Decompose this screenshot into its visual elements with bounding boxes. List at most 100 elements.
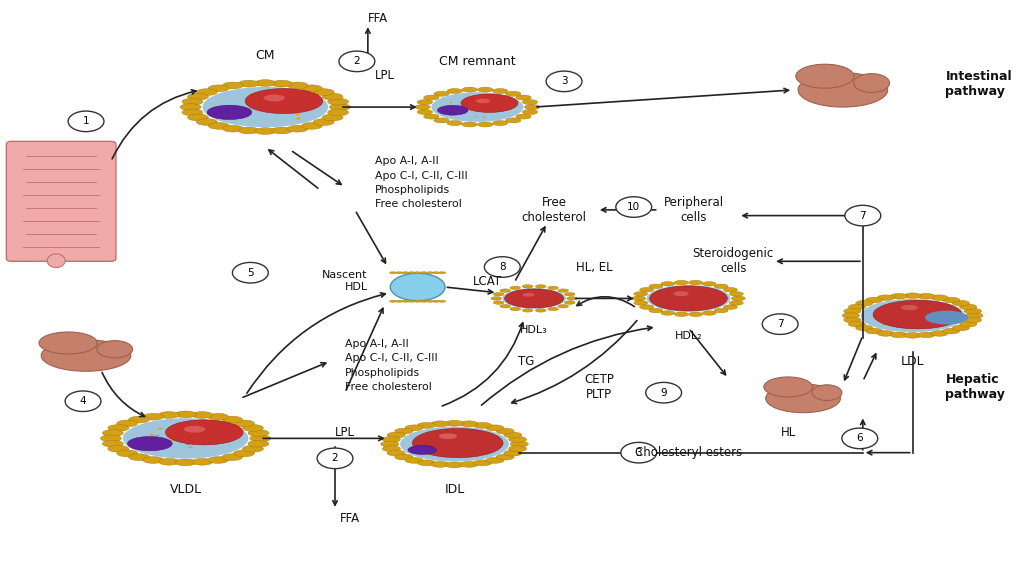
Ellipse shape [492,297,502,300]
Ellipse shape [202,435,206,436]
Ellipse shape [462,122,477,127]
Text: Free cholesterol: Free cholesterol [345,382,432,392]
Ellipse shape [942,297,959,303]
Ellipse shape [924,310,928,311]
Ellipse shape [966,313,983,319]
Ellipse shape [182,109,203,116]
Ellipse shape [470,96,473,97]
Ellipse shape [414,272,421,274]
Ellipse shape [418,460,435,466]
Ellipse shape [170,440,175,441]
Ellipse shape [677,301,680,302]
Ellipse shape [415,104,430,110]
Ellipse shape [510,441,528,447]
Text: Phospholipids: Phospholipids [375,185,450,195]
Ellipse shape [482,117,486,118]
Ellipse shape [197,428,201,429]
Ellipse shape [536,285,546,288]
Text: CETP
PLTP: CETP PLTP [584,373,613,401]
Circle shape [842,428,878,449]
Ellipse shape [493,121,508,126]
Ellipse shape [400,426,509,461]
Ellipse shape [280,101,283,102]
Ellipse shape [493,88,508,94]
Ellipse shape [381,441,398,447]
Ellipse shape [250,435,270,442]
Ellipse shape [255,80,275,87]
Ellipse shape [904,333,922,338]
Ellipse shape [696,294,699,296]
Ellipse shape [510,286,520,290]
Ellipse shape [506,118,521,123]
Text: TG: TG [518,355,535,368]
Ellipse shape [952,325,970,331]
Ellipse shape [647,285,730,312]
Ellipse shape [424,95,439,100]
Ellipse shape [184,426,205,433]
Ellipse shape [427,300,433,302]
Ellipse shape [395,454,413,460]
Ellipse shape [473,460,492,466]
Ellipse shape [458,442,462,443]
Ellipse shape [102,440,123,447]
Ellipse shape [702,311,716,315]
Ellipse shape [284,112,288,113]
Ellipse shape [904,293,922,298]
Text: Steroidogenic
cells: Steroidogenic cells [692,247,774,276]
Ellipse shape [323,94,343,100]
Ellipse shape [496,454,514,460]
Ellipse shape [512,294,514,296]
Ellipse shape [460,461,478,467]
Ellipse shape [478,444,482,445]
Ellipse shape [649,284,663,289]
Ellipse shape [166,420,243,445]
Ellipse shape [169,444,173,445]
Circle shape [66,391,101,412]
Ellipse shape [395,300,402,302]
Ellipse shape [209,443,213,444]
Ellipse shape [883,324,887,325]
Text: HL, EL: HL, EL [575,261,612,273]
Ellipse shape [175,459,196,466]
Text: FFA: FFA [368,12,388,25]
Ellipse shape [462,87,477,92]
Text: CM remnant: CM remnant [439,55,516,68]
Ellipse shape [890,293,907,299]
Ellipse shape [548,307,558,311]
Ellipse shape [500,289,511,292]
Ellipse shape [39,332,97,354]
Ellipse shape [689,280,702,285]
Ellipse shape [323,114,343,121]
Ellipse shape [153,449,158,451]
Ellipse shape [496,428,514,434]
Ellipse shape [798,73,888,107]
Ellipse shape [387,450,406,456]
Circle shape [232,262,268,283]
Ellipse shape [938,308,941,309]
Circle shape [69,111,104,131]
Ellipse shape [389,272,396,274]
Ellipse shape [723,305,737,309]
Text: VLDL: VLDL [170,483,202,497]
Ellipse shape [729,292,743,296]
Text: Apo C-I, C-II, C-III: Apo C-I, C-II, C-III [375,170,468,181]
Ellipse shape [632,296,646,301]
Ellipse shape [473,448,477,449]
Text: 1: 1 [83,117,89,126]
Ellipse shape [649,308,663,313]
Ellipse shape [952,300,970,306]
Ellipse shape [523,293,526,294]
Ellipse shape [473,117,477,118]
Ellipse shape [965,317,981,323]
Ellipse shape [504,450,522,456]
Ellipse shape [516,114,531,119]
Ellipse shape [509,446,526,452]
Ellipse shape [313,119,334,125]
Ellipse shape [460,421,478,426]
Ellipse shape [330,104,350,110]
Text: 9: 9 [660,387,667,398]
Ellipse shape [271,80,293,87]
Ellipse shape [408,300,415,302]
Ellipse shape [439,300,445,302]
Ellipse shape [389,300,396,302]
